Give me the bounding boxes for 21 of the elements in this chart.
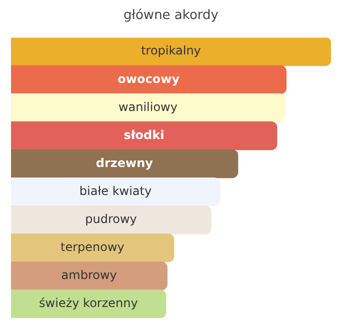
bar [11, 149, 238, 178]
bar [11, 177, 220, 206]
bar [11, 262, 168, 290]
bar [11, 93, 286, 122]
y-tick-label: tropikalny [141, 44, 201, 58]
bar [11, 38, 331, 66]
y-tick-label: świeży korzenny [39, 296, 138, 310]
y-tick-label: terpenowy [60, 240, 124, 254]
y-tick-label: słodki [124, 128, 164, 142]
y-tick-label: owocowy [118, 72, 180, 86]
y-tick-label: waniliowy [118, 100, 178, 114]
y-tick-label: drzewny [96, 156, 154, 170]
bar [11, 290, 166, 318]
y-tick-label: białe kwiaty [79, 184, 152, 198]
y-tick-label: ambrowy [61, 268, 117, 282]
y-tick-label: pudrowy [85, 212, 137, 226]
chart-title: główne akordy [124, 8, 219, 24]
bar [11, 65, 287, 94]
bar [11, 121, 278, 150]
bar [11, 206, 212, 234]
bar [11, 234, 174, 262]
